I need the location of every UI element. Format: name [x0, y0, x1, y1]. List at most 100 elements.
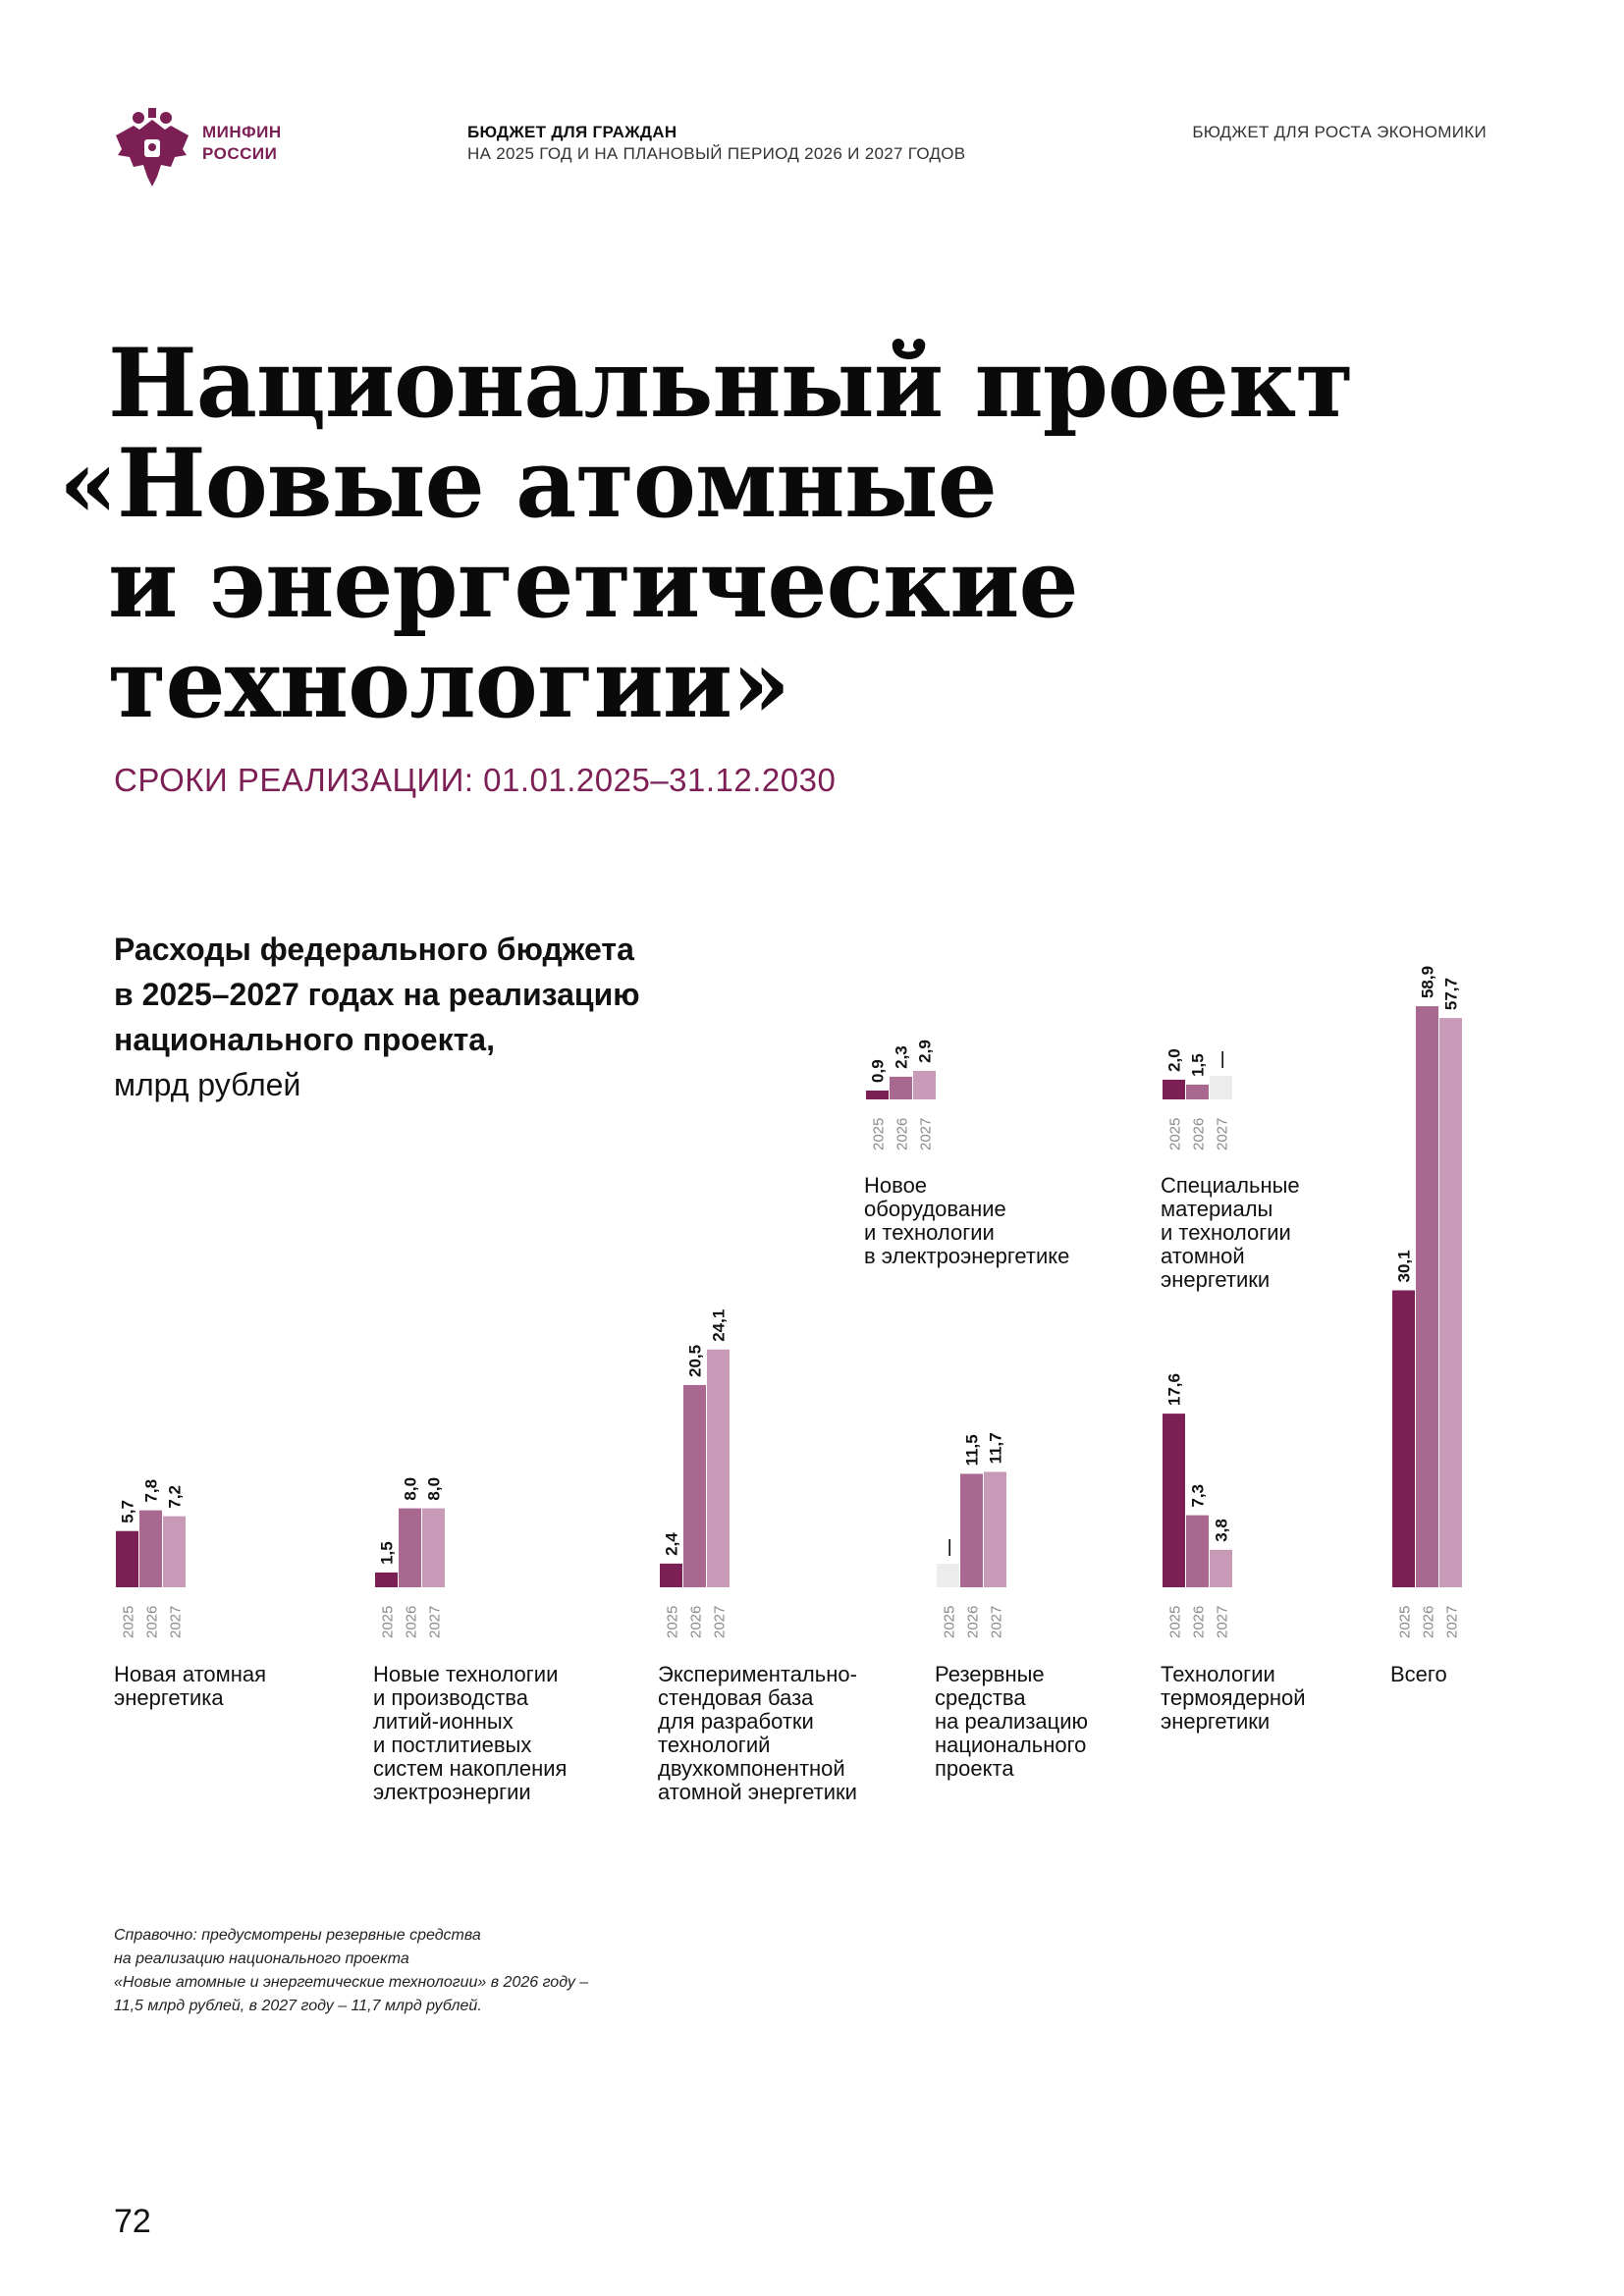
year-tick-label: 2025: [871, 1118, 888, 1150]
bar: [960, 1473, 983, 1587]
category-label-line: двухкомпонентной: [658, 1756, 845, 1781]
category-label: Специальные материалы и технологии атомной э…: [1161, 1174, 1300, 1292]
chart-title-line: в 2025–2027 годах на реализацию: [114, 977, 640, 1012]
category-label-line: материалы: [1161, 1197, 1273, 1221]
bar: [1186, 1515, 1209, 1587]
data-label: 20,5: [686, 1345, 705, 1377]
category-label-line: Резервные: [935, 1662, 1045, 1686]
coat-of-arms-logo: [114, 106, 190, 188]
brand-name: МИНФИН РОССИИ: [202, 122, 282, 165]
year-tick-label: 2025: [1167, 1118, 1184, 1150]
note-line: Справочно: предусмотрены резервные средс…: [114, 1927, 481, 1944]
bar: [984, 1471, 1006, 1587]
data-label: 0,9: [869, 1059, 888, 1083]
bar: [866, 1090, 889, 1099]
chart-unit: млрд рублей: [114, 1067, 301, 1102]
category-label-line: средства: [935, 1685, 1026, 1710]
data-label: 24,1: [710, 1309, 729, 1342]
page-title-line: Национальный проект: [108, 328, 1354, 439]
data-label: 2,9: [916, 1040, 935, 1063]
bar: [913, 1070, 936, 1099]
data-label: 1,5: [378, 1541, 397, 1565]
bar: [1210, 1549, 1232, 1587]
category-label-line: проекта: [935, 1756, 1014, 1781]
category-label-line: на реализацию: [935, 1709, 1089, 1734]
category-label-line: и производства: [373, 1685, 528, 1710]
brand-line: МИНФИН: [202, 123, 282, 141]
year-tick-label: 2026: [894, 1118, 911, 1150]
chart-title-line: национального проекта,: [114, 1022, 495, 1057]
note-line: 11,5 млрд рублей, в 2027 году – 11,7 млр…: [114, 1998, 482, 2014]
data-label: —: [1213, 1051, 1231, 1068]
data-label: 7,2: [166, 1485, 185, 1509]
bar: [422, 1508, 445, 1587]
bar: [139, 1510, 162, 1587]
category-label: Новые технологии и производства литий-ионн…: [373, 1663, 567, 1804]
category-label-line: энергетика: [114, 1685, 224, 1710]
category-label-line: национального: [935, 1733, 1087, 1757]
page-title-line: и энергетические: [108, 528, 1079, 639]
note-line: «Новые атомные и энергетические технолог…: [114, 1974, 589, 1991]
header-subtitle: НА 2025 ГОД И НА ПЛАНОВЫЙ ПЕРИОД 2026 И …: [467, 144, 966, 163]
brand-line: РОССИИ: [202, 144, 278, 163]
data-label: 57,7: [1442, 978, 1461, 1010]
bar: [1210, 1076, 1232, 1099]
data-label: 2,3: [893, 1045, 911, 1069]
category-label-line: литий-ионных: [373, 1709, 514, 1734]
page-title: Национальный проект «Новые атомные и эне…: [59, 328, 1354, 734]
data-label: 2,4: [663, 1532, 681, 1556]
category-label-line: в электроэнергетике: [864, 1244, 1070, 1268]
category-label: Всего: [1390, 1663, 1447, 1686]
bar: [1392, 1290, 1415, 1587]
year-tick-label: 2025: [1397, 1606, 1414, 1638]
data-label: 3,8: [1213, 1519, 1231, 1542]
category-label-line: Всего: [1390, 1662, 1447, 1686]
year-tick-label: 2026: [1191, 1118, 1208, 1150]
category-label-line: энергетики: [1161, 1709, 1271, 1734]
page-title-line: «Новые атомные: [59, 428, 998, 539]
data-label: 5,7: [119, 1500, 137, 1523]
category-label: Экспериментально-стендовая база для разра…: [658, 1663, 857, 1804]
category-label-line: Специальные: [1161, 1173, 1300, 1198]
year-tick-label: 2025: [665, 1606, 681, 1638]
bar: [683, 1384, 706, 1587]
data-label: 2,0: [1165, 1048, 1184, 1072]
category-label: Технологии термоядерной энергетики: [1161, 1663, 1306, 1734]
year-tick-label: 2026: [404, 1606, 420, 1638]
data-label: 8,0: [425, 1477, 444, 1501]
bar: [1416, 1006, 1438, 1587]
category-label-line: и постлитиевых: [373, 1733, 532, 1757]
category-label: Резервные средства на реализацию национальн…: [935, 1663, 1088, 1781]
category-label-line: электроэнергии: [373, 1780, 531, 1804]
year-tick-label: 2025: [942, 1606, 958, 1638]
bar: [1439, 1018, 1462, 1587]
year-tick-label: 2025: [380, 1606, 397, 1638]
bar: [1186, 1084, 1209, 1099]
implementation-period: СРОКИ РЕАЛИЗАЦИИ: 01.01.2025–31.12.2030: [114, 762, 837, 798]
category-label-line: Технологии: [1161, 1662, 1275, 1686]
data-label: 11,7: [987, 1432, 1005, 1464]
data-label: 7,8: [142, 1479, 161, 1503]
category-label-line: термоядерной: [1161, 1685, 1306, 1710]
data-label: 8,0: [402, 1477, 420, 1501]
category-label-line: Экспериментально-: [658, 1662, 857, 1686]
bar: [163, 1516, 186, 1587]
category-label-line: для разработки: [658, 1709, 814, 1734]
header-section-name: БЮДЖЕТ ДЛЯ РОСТА ЭКОНОМИКИ: [1192, 123, 1487, 141]
data-label: 11,5: [963, 1434, 982, 1466]
header-publication-title: БЮДЖЕТ ДЛЯ ГРАЖДАН НА 2025 ГОД И НА ПЛАН…: [467, 122, 965, 165]
data-label: 30,1: [1395, 1250, 1414, 1282]
year-tick-label: 2027: [918, 1118, 935, 1150]
year-tick-label: 2027: [1215, 1606, 1231, 1638]
year-tick-label: 2027: [1444, 1606, 1461, 1638]
category-label: Новая атомная энергетика: [114, 1663, 266, 1710]
data-label: —: [940, 1539, 958, 1556]
category-label-line: Новая атомная: [114, 1662, 267, 1686]
category-label-line: оборудование: [864, 1197, 1006, 1221]
note-line: на реализацию национального проекта: [114, 1950, 409, 1967]
year-tick-label: 2027: [1215, 1118, 1231, 1150]
bar: [375, 1572, 398, 1587]
year-tick-label: 2026: [1191, 1606, 1208, 1638]
page-number: 72: [114, 2203, 151, 2240]
